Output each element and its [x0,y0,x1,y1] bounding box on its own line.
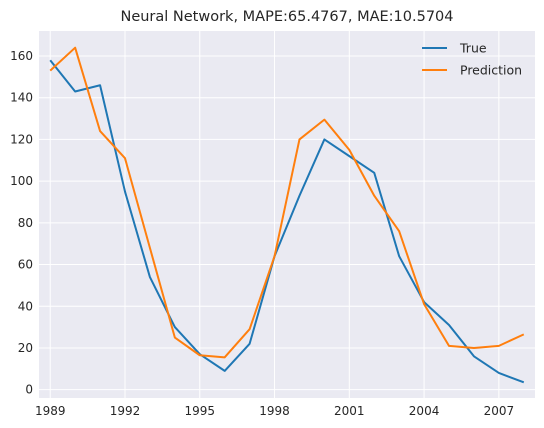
grid-lines [39,31,535,398]
y-tick-label: 160 [10,49,33,63]
y-tick-label: 100 [10,174,33,188]
y-tick-label: 40 [18,299,33,313]
y-tick-label: 80 [18,216,33,230]
y-tick-label: 60 [18,258,33,272]
x-tick-label: 2007 [484,404,515,418]
y-tick-label: 120 [10,132,33,146]
legend: True Prediction [422,41,522,78]
plot-background [39,31,535,398]
x-tick-label: 1992 [110,404,141,418]
x-tick-label: 1989 [35,404,66,418]
chart-title: Neural Network, MAPE:65.4767, MAE:10.570… [120,9,453,25]
series-line-true [49,59,525,384]
y-tick-label: 140 [10,91,33,105]
x-tick-label: 1998 [259,404,290,418]
x-tick-label: 2004 [409,404,440,418]
y-axis-ticks: 0 20 40 60 80 100 120 140 160 [10,49,33,397]
legend-label-true: True [459,41,487,56]
x-tick-label: 1995 [184,404,215,418]
x-tick-label: 2001 [334,404,365,418]
series-lines [49,46,525,384]
legend-label-prediction: Prediction [460,63,522,78]
x-axis-ticks: 1989 1992 1995 1998 2001 2004 2007 [35,404,514,418]
y-tick-label: 20 [18,341,33,355]
series-line-prediction [49,46,525,359]
y-tick-label: 0 [25,383,33,397]
